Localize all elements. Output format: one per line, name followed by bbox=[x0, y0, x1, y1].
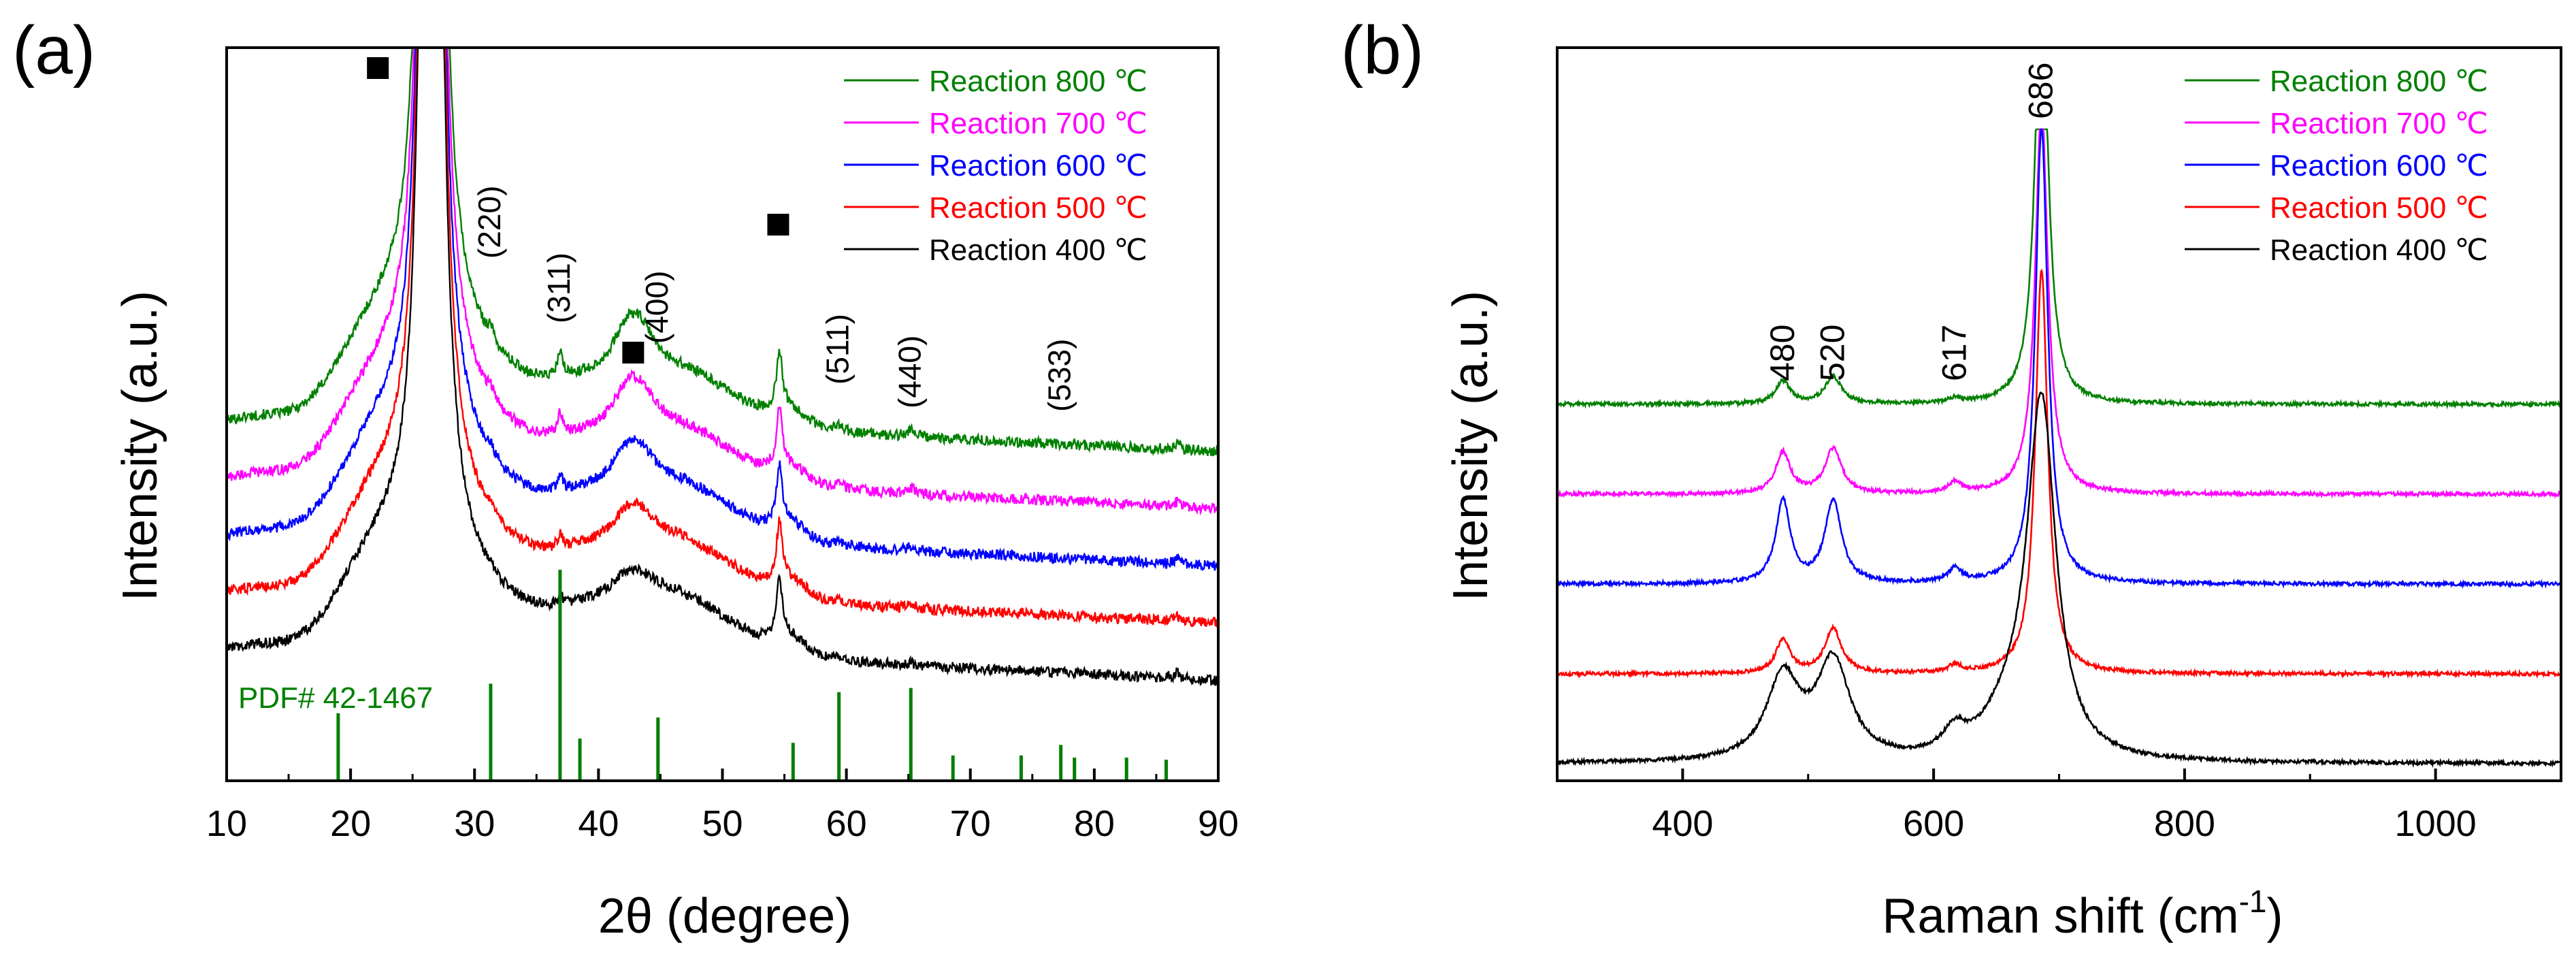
panel-a-legend: Reaction 800 ℃ Reaction 700 ℃ Reaction 600… bbox=[844, 65, 1147, 267]
xrd-trace-1 bbox=[225, 46, 1219, 457]
panel-b-traces bbox=[1556, 128, 2562, 769]
panel-b-x-axis-label: Raman shift (cm-1) bbox=[1882, 884, 2283, 943]
x-tick-label: 20 bbox=[330, 803, 371, 844]
panel-a-y-axis-label: Intensity (a.u.) bbox=[113, 291, 167, 601]
panel-a-label: (a) bbox=[12, 12, 95, 88]
legend-label: Reaction 600 ℃ bbox=[2270, 149, 2488, 182]
raman-peak-label: 520 bbox=[1814, 325, 1852, 381]
x-tick-label: 30 bbox=[454, 803, 495, 844]
xrd-peak-label: (220) bbox=[472, 186, 507, 259]
x-tick-label: 10 bbox=[206, 803, 247, 844]
panel-a-x-ticks: 10 20 30 40 50 60 70 80 90 bbox=[206, 769, 1239, 844]
legend-label: Reaction 600 ℃ bbox=[929, 149, 1147, 182]
panel-b-x-axis-label-tail: ) bbox=[2267, 889, 2283, 943]
panel-b-y-axis-label: Intensity (a.u.) bbox=[1444, 291, 1498, 601]
x-tick-label: 90 bbox=[1198, 803, 1239, 844]
panel-b-label: (b) bbox=[1341, 12, 1424, 88]
xrd-trace-2 bbox=[225, 46, 1220, 516]
panel-a-reference-lines bbox=[336, 570, 1169, 781]
x-tick-label: 70 bbox=[950, 803, 991, 844]
raman-trace-2 bbox=[1556, 128, 2562, 499]
x-tick-label: 1000 bbox=[2395, 803, 2477, 844]
xrd-peak-label: (511) bbox=[820, 314, 855, 385]
raman-trace-3 bbox=[1556, 128, 2562, 589]
panel-a: (a) Intensity (a.u.) 2θ (degree) PDF# 42… bbox=[12, 12, 1239, 943]
legend-label: Reaction 800 ℃ bbox=[929, 65, 1147, 98]
panel-a-peak-labels: (220) (311) (400) (511) (440) (533) bbox=[472, 186, 1077, 412]
legend-label: Reaction 500 ℃ bbox=[929, 191, 1147, 225]
panel-b-x-axis-label-main: Raman shift (cm bbox=[1882, 889, 2239, 943]
xrd-peak-label: (440) bbox=[892, 336, 927, 408]
panel-a-traces bbox=[225, 46, 1220, 687]
raman-trace-5 bbox=[1556, 391, 2562, 769]
legend-label: Reaction 400 ℃ bbox=[2270, 233, 2488, 267]
panel-a-x-axis-label: 2θ (degree) bbox=[598, 889, 851, 943]
panel-a-square-markers bbox=[367, 57, 789, 364]
legend-label: Reaction 400 ℃ bbox=[929, 233, 1147, 267]
raman-trace-1 bbox=[1556, 128, 2562, 410]
xrd-trace-3 bbox=[225, 46, 1220, 571]
x-tick-label: 80 bbox=[1074, 803, 1115, 844]
legend-label: Reaction 700 ℃ bbox=[2270, 107, 2488, 140]
x-tick-label: 40 bbox=[578, 803, 619, 844]
raman-peak-label: 686 bbox=[2022, 63, 2060, 119]
raman-trace-4 bbox=[1556, 268, 2562, 679]
legend-label: Reaction 800 ℃ bbox=[2270, 65, 2488, 98]
legend-label: Reaction 700 ℃ bbox=[929, 107, 1147, 140]
xrd-trace-4 bbox=[225, 46, 1220, 629]
legend-label: Reaction 500 ℃ bbox=[2270, 191, 2488, 225]
x-tick-label: 800 bbox=[2154, 803, 2215, 844]
panel-b-legend: Reaction 800 ℃ Reaction 700 ℃ Reaction 600… bbox=[2185, 65, 2488, 267]
square-marker bbox=[367, 57, 389, 79]
x-tick-label: 600 bbox=[1903, 803, 1964, 844]
panel-b-peak-labels: 480 520 617 686 bbox=[1763, 63, 2060, 381]
panel-b-x-ticks: 400 600 800 1000 bbox=[1556, 769, 2562, 844]
panel-b: (b) Intensity (a.u.) Raman shift (cm-1) … bbox=[1341, 12, 2562, 943]
x-tick-label: 50 bbox=[702, 803, 743, 844]
raman-peak-label: 480 bbox=[1763, 325, 1801, 381]
square-marker bbox=[622, 342, 645, 364]
x-tick-label: 400 bbox=[1652, 803, 1713, 844]
x-tick-label: 60 bbox=[826, 803, 867, 844]
square-marker bbox=[767, 214, 789, 236]
xrd-trace-5 bbox=[225, 46, 1220, 687]
reference-pattern-label: PDF# 42-1467 bbox=[238, 681, 433, 715]
raman-peak-label: 617 bbox=[1935, 325, 1973, 381]
xrd-peak-label: (533) bbox=[1042, 339, 1077, 412]
panel-b-x-axis-label-sup: -1 bbox=[2239, 884, 2267, 919]
xrd-peak-label: (400) bbox=[639, 271, 674, 344]
xrd-peak-label: (311) bbox=[541, 253, 576, 323]
